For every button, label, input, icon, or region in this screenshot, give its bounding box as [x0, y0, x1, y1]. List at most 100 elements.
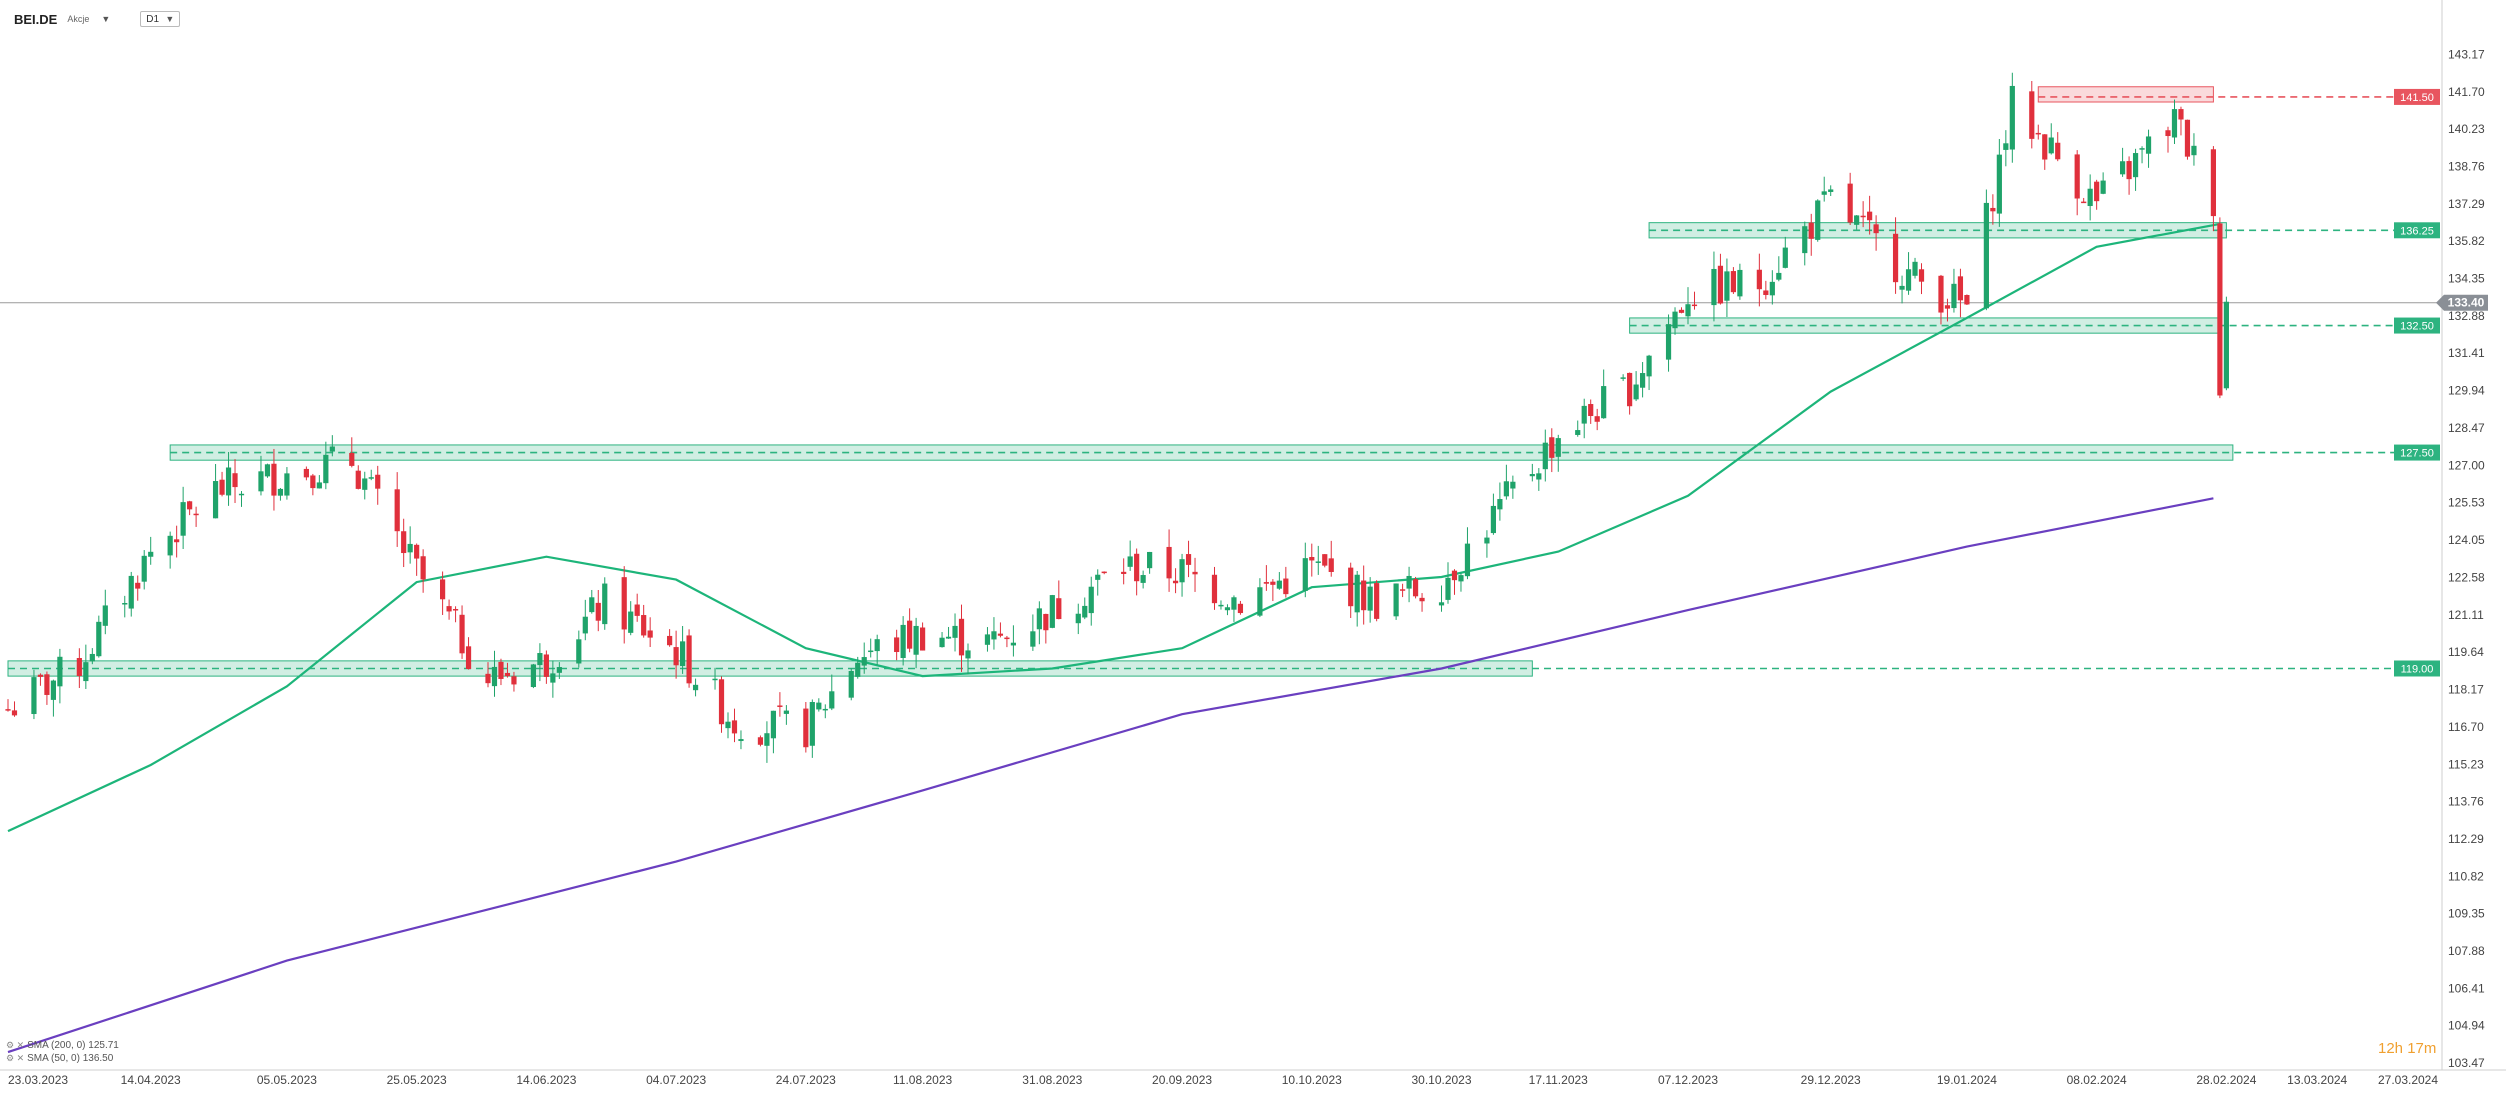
candle-down — [37, 673, 44, 686]
candle-up — [1672, 307, 1678, 335]
candle-body — [1231, 597, 1237, 610]
candle-body — [232, 473, 238, 488]
symbol-dropdown-icon[interactable]: ▼ — [101, 14, 111, 24]
candle-down — [355, 465, 361, 490]
y-tick-label: 138.76 — [2448, 160, 2485, 174]
candle-body — [2132, 153, 2139, 178]
candle-body — [673, 647, 679, 666]
candle-body — [712, 678, 718, 681]
y-tick-label: 115.23 — [2448, 757, 2484, 771]
candle-body — [1406, 575, 1412, 589]
candle-body — [1419, 597, 1425, 602]
candle-up — [1620, 374, 1626, 382]
candle-up — [1769, 270, 1775, 305]
candle-body — [667, 635, 673, 646]
candle-down — [894, 629, 900, 661]
symbol-name[interactable]: BEI.DE — [14, 11, 58, 27]
candle-body — [1633, 384, 1639, 400]
candle-down — [1056, 580, 1062, 620]
candle-body — [167, 535, 173, 556]
candle-down — [2074, 150, 2080, 216]
candle-up — [264, 463, 271, 478]
candle-up — [1575, 420, 1581, 437]
y-tick-label: 122.58 — [2448, 571, 2485, 585]
candle-up — [2171, 99, 2178, 145]
candle-body — [1996, 154, 2002, 214]
candle-body — [219, 479, 225, 495]
candle-up — [1458, 573, 1464, 592]
candle-body — [420, 556, 426, 580]
candle-up — [1464, 527, 1471, 580]
candle-body — [1763, 290, 1769, 295]
candle-down — [1348, 562, 1354, 618]
candle-body — [2178, 109, 2184, 120]
candle-body — [1399, 589, 1406, 591]
sma50-line — [7, 222, 2221, 833]
candle-body — [628, 611, 634, 633]
candle-down — [2165, 126, 2171, 153]
candle-up — [96, 615, 102, 658]
candle-body — [465, 646, 472, 669]
candle-up — [1127, 540, 1133, 571]
candle-body — [757, 737, 764, 745]
legend-sma200[interactable]: ⚙ ✕ SMA (200, 0) 125.71 — [6, 1039, 119, 1052]
candle-body — [303, 468, 309, 478]
price-level-label: 141.50 — [2400, 92, 2434, 104]
price-level-badge — [2394, 222, 2440, 239]
candle-up — [238, 491, 245, 507]
candle-up — [1665, 314, 1672, 372]
candle-body — [783, 710, 789, 714]
candle-up — [1912, 257, 1918, 279]
candle-body — [1938, 275, 1944, 313]
candle-body — [1899, 285, 1905, 290]
x-tick-label: 23.03.2023 — [8, 1073, 68, 1087]
y-tick-label: 125.53 — [2448, 496, 2485, 510]
candle-up — [1951, 268, 1957, 313]
candle-body — [1627, 372, 1633, 407]
candle-body — [1588, 404, 1594, 417]
candle-down — [1283, 566, 1289, 598]
y-tick-label: 141.70 — [2448, 85, 2485, 99]
candle-body — [439, 579, 446, 600]
candle-down — [673, 630, 679, 679]
candle-body — [770, 710, 777, 739]
candle-body — [1510, 481, 1516, 489]
candle-body — [1438, 602, 1445, 606]
candle-body — [2081, 201, 2087, 204]
candle-up — [582, 599, 588, 641]
candle-down — [757, 735, 764, 747]
x-tick-label: 04.07.2023 — [646, 1073, 706, 1087]
candle-down — [543, 650, 549, 684]
candle-body — [861, 657, 867, 666]
candle-body — [284, 473, 290, 496]
candle-down — [1270, 579, 1276, 602]
candle-body — [1412, 579, 1419, 597]
candle-body — [2003, 143, 2009, 150]
candle-body — [1367, 586, 1373, 611]
candle-body — [2217, 223, 2223, 396]
candle-body — [2165, 130, 2171, 137]
candle-body — [1912, 261, 1918, 276]
candle-body — [1724, 271, 1730, 301]
candle-body — [1147, 551, 1153, 569]
candle-up — [550, 660, 556, 698]
candle-up — [991, 617, 997, 650]
indicator-settings-icon[interactable]: ⚙ ✕ — [6, 1053, 25, 1063]
candle-up — [141, 550, 147, 590]
candle-body — [1082, 605, 1088, 618]
y-tick-label: 143.17 — [2448, 48, 2485, 62]
candle-body — [446, 606, 452, 612]
candle-down — [1717, 253, 1724, 305]
candle-body — [868, 650, 874, 653]
indicator-settings-icon[interactable]: ⚙ ✕ — [6, 1040, 25, 1050]
candle-down — [1134, 548, 1140, 596]
candle-down — [271, 448, 277, 511]
legend-sma50[interactable]: ⚙ ✕ SMA (50, 0) 136.50 — [6, 1052, 119, 1065]
candle-body — [1730, 271, 1737, 293]
candle-body — [2100, 180, 2106, 194]
timeframe-select[interactable]: D1 ▼ — [140, 11, 181, 27]
candle-down — [174, 525, 180, 558]
candle-body — [602, 583, 608, 625]
candle-up — [822, 704, 828, 719]
